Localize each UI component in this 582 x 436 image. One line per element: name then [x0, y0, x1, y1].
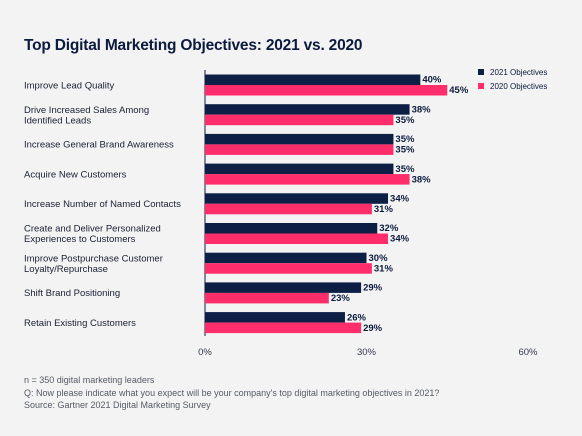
bar-series-2 [205, 322, 362, 334]
bar-series-1 [205, 74, 421, 85]
value-label: 34% [390, 194, 410, 205]
survey-question-note: Q: Now please indicate what you expect w… [24, 387, 440, 398]
bar-series-1 [205, 282, 362, 293]
category-label: Retain Existing Customers [24, 318, 136, 329]
bar-series-2 [205, 144, 394, 155]
value-label: 31% [374, 204, 394, 215]
bar-series-2 [205, 174, 410, 185]
value-label: 31% [374, 263, 394, 274]
category-label: Create and Deliver Personalized [24, 224, 161, 235]
category-label: Experiences to Customers [24, 234, 136, 245]
bar-series-1 [205, 104, 410, 115]
category-label: Drive Increased Sales Among [24, 105, 149, 116]
footnotes: n = 350 digital marketing leaders Q: Now… [24, 374, 439, 412]
bar-series-2 [205, 233, 389, 244]
value-label: 34% [390, 234, 410, 245]
value-label: 32% [379, 223, 399, 234]
x-tick-label: 30% [357, 347, 377, 358]
legend-label: 2021 Objectives [490, 68, 547, 77]
chart-title: Top Digital Marketing Objectives: 2021 v… [24, 37, 363, 54]
value-label: 30% [369, 253, 389, 264]
value-label: 35% [395, 115, 415, 126]
category-label: Improve Lead Quality [24, 80, 115, 91]
value-label: 35% [395, 145, 415, 156]
bar-series-1 [205, 223, 378, 234]
value-label: 45% [449, 85, 469, 96]
bar-series-1 [205, 312, 345, 323]
category-label: Loyalty/Repurchase [24, 264, 108, 275]
x-tick-label: 0% [198, 347, 212, 358]
category-label: Increase Number of Named Contacts [24, 199, 181, 210]
category-label: Acquire New Customers [24, 169, 127, 180]
value-label: 35% [395, 164, 415, 175]
legend-swatch [478, 83, 484, 89]
category-label: Increase General Brand Awareness [24, 140, 174, 151]
legend-label: 2020 Objectives [490, 82, 547, 91]
category-label: Improve Postpurchase Customer [24, 253, 163, 264]
value-label: 29% [363, 283, 383, 294]
bar-series-1 [205, 193, 389, 204]
value-label: 23% [331, 293, 351, 304]
bar-series-1 [205, 133, 394, 145]
bar-series-1 [205, 163, 394, 175]
bar-series-2 [205, 263, 372, 274]
category-label: Identified Leads [24, 115, 91, 126]
value-label: 38% [412, 174, 432, 185]
bar-series-2 [205, 114, 394, 126]
legend-swatch [478, 69, 484, 75]
value-label: 26% [347, 312, 367, 323]
value-label: 38% [412, 104, 432, 115]
sample-size-note: n = 350 digital marketing leaders [24, 375, 155, 385]
bar-series-2 [205, 85, 448, 96]
value-label: 29% [363, 323, 383, 334]
value-label: 40% [422, 75, 442, 86]
category-label: Shift Brand Positioning [24, 288, 120, 299]
bar-series-1 [205, 252, 367, 264]
value-label: 35% [395, 134, 415, 145]
source-note: Source: Gartner 2021 Digital Marketing S… [24, 400, 211, 410]
bar-series-2 [205, 292, 329, 304]
x-tick-label: 60% [518, 347, 538, 358]
bar-series-2 [205, 203, 372, 215]
